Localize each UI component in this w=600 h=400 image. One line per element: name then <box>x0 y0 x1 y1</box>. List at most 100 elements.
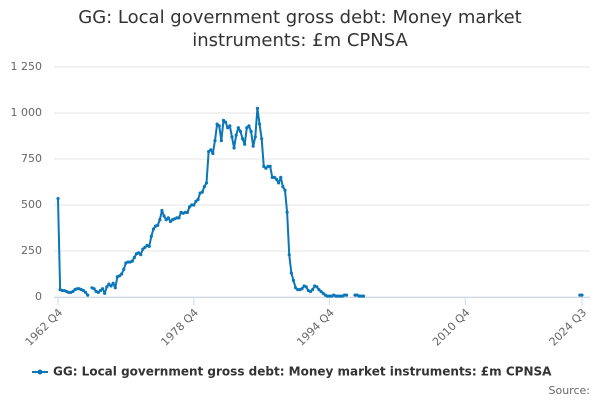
point <box>251 144 255 148</box>
x-tick-label: 1978 Q4 <box>158 306 201 349</box>
point <box>285 210 289 214</box>
point <box>344 293 349 297</box>
point <box>321 291 325 295</box>
point <box>257 122 262 126</box>
point <box>98 288 103 293</box>
chart-title: GG: Local government gross debt: Money m… <box>78 7 522 51</box>
point <box>232 146 236 150</box>
point <box>260 137 264 141</box>
x-tick-label: 2010 Q4 <box>430 306 473 349</box>
point <box>192 203 196 207</box>
point <box>317 288 321 292</box>
point <box>86 293 90 297</box>
point <box>137 251 141 255</box>
point <box>162 214 166 218</box>
point <box>117 274 122 278</box>
x-tick-label: 2024 Q3 <box>547 306 590 349</box>
point <box>289 271 293 275</box>
point <box>83 290 88 294</box>
point <box>156 223 160 227</box>
point <box>228 124 232 128</box>
point <box>217 124 221 128</box>
point <box>234 133 238 137</box>
point <box>319 289 323 294</box>
point <box>253 135 257 139</box>
point <box>213 139 217 143</box>
y-tick-label: 250 <box>21 244 42 257</box>
point <box>113 286 117 290</box>
y-tick-label: 1 000 <box>11 106 43 119</box>
point <box>221 118 226 122</box>
point <box>219 139 223 143</box>
point <box>230 135 234 139</box>
point <box>109 284 113 288</box>
point <box>238 129 243 133</box>
point <box>81 288 86 293</box>
point <box>308 289 313 294</box>
point <box>185 210 190 214</box>
source: Source: <box>549 384 591 397</box>
point <box>361 294 366 298</box>
point <box>215 122 219 126</box>
point <box>294 286 298 290</box>
point <box>158 218 162 222</box>
point <box>130 259 134 263</box>
point <box>56 196 60 201</box>
point <box>149 234 153 238</box>
point <box>255 106 260 110</box>
point <box>141 247 145 251</box>
point <box>166 216 170 220</box>
y-tick-label: 750 <box>21 152 42 165</box>
point <box>132 255 136 260</box>
y-tick-label: 0 <box>35 290 42 303</box>
point <box>223 120 228 124</box>
point <box>187 205 192 209</box>
point <box>277 181 281 185</box>
point <box>240 137 245 141</box>
point <box>211 151 215 156</box>
point <box>100 287 105 291</box>
point <box>107 282 111 286</box>
point <box>274 177 279 181</box>
point <box>279 175 283 179</box>
point <box>200 190 204 194</box>
point <box>272 175 276 179</box>
point <box>151 227 156 231</box>
x-tick-label: 1962 Q4 <box>23 306 66 349</box>
point <box>310 288 315 292</box>
point <box>105 285 109 289</box>
point <box>264 166 268 170</box>
point <box>71 289 75 294</box>
point <box>147 244 151 248</box>
y-tick-label: 1 250 <box>11 60 43 73</box>
point <box>96 290 100 294</box>
point <box>209 148 213 152</box>
point <box>160 208 164 213</box>
point <box>177 216 181 220</box>
point <box>164 218 168 222</box>
point <box>268 164 272 168</box>
point <box>236 126 240 130</box>
point <box>245 126 249 130</box>
point <box>291 278 296 283</box>
legend-label: GG: Local government gross debt: Money m… <box>53 365 552 379</box>
point <box>243 142 247 146</box>
point <box>207 150 211 154</box>
point <box>204 181 209 185</box>
point <box>120 272 124 276</box>
point <box>143 245 147 249</box>
point <box>315 285 319 289</box>
x-tick-label: 1994 Q4 <box>294 306 337 349</box>
point <box>139 253 143 257</box>
point <box>580 293 584 297</box>
point <box>262 164 266 168</box>
point <box>168 219 173 224</box>
point <box>103 291 107 295</box>
point <box>300 287 304 291</box>
point <box>196 197 200 202</box>
point <box>194 199 198 203</box>
point <box>249 129 253 133</box>
point <box>281 185 285 189</box>
